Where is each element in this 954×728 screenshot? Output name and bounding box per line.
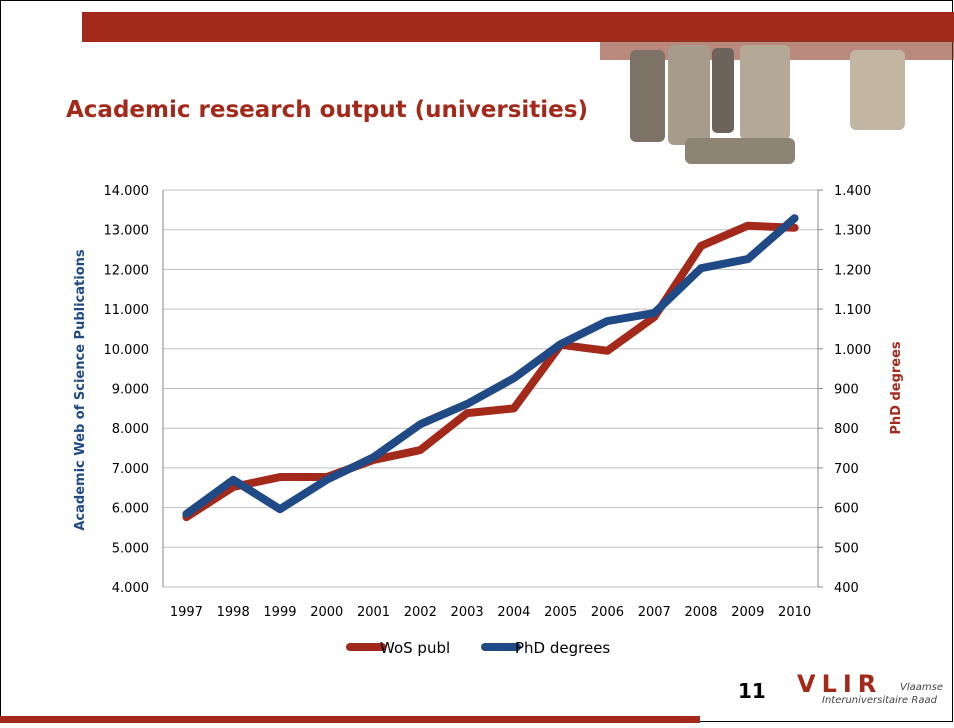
y-tick-label: 5.000 xyxy=(112,541,149,556)
chart-title: Academic research output (universities) xyxy=(66,97,588,123)
y2-tick-label: 1.200 xyxy=(834,263,871,278)
y-tick-label: 7.000 xyxy=(112,462,149,477)
x-tick-label: 1997 xyxy=(170,605,203,620)
x-tick-label: 2000 xyxy=(310,605,343,620)
x-tick-label: 2010 xyxy=(778,605,811,620)
y-tick-label: 14.000 xyxy=(104,184,150,199)
y2-tick-label: 900 xyxy=(834,383,859,398)
y-tick-label: 12.000 xyxy=(104,263,150,278)
y-tick-label: 9.000 xyxy=(112,383,149,398)
x-tick-label: 2008 xyxy=(684,605,717,620)
y2-tick-label: 800 xyxy=(834,422,859,437)
logo: VLIR Vlaamse Interuniversitaire Raad xyxy=(797,670,943,706)
y2-tick-label: 1.100 xyxy=(834,303,871,318)
y2-tick-label: 700 xyxy=(834,462,859,477)
y-tick-label: 11.000 xyxy=(104,303,150,318)
series-line xyxy=(182,214,799,518)
header-bar xyxy=(82,12,954,42)
y-axis-label: Academic Web of Science Publications xyxy=(73,249,88,531)
page-number: 11 xyxy=(738,679,766,703)
y2-tick-label: 600 xyxy=(834,502,859,517)
y2-tick-label: 1.300 xyxy=(834,224,871,239)
x-tick-label: 2006 xyxy=(591,605,624,620)
y2-tick-label: 400 xyxy=(834,581,859,596)
x-tick-label: 2002 xyxy=(404,605,437,620)
y2-tick-label: 1.000 xyxy=(834,343,871,358)
x-tick-label: 1998 xyxy=(217,605,250,620)
y2-tick-label: 1.400 xyxy=(834,184,871,199)
series-line xyxy=(182,221,799,522)
logo-line2: Interuniversitaire Raad xyxy=(822,695,938,706)
legend-label: PhD degrees xyxy=(515,639,610,657)
x-tick-label: 2004 xyxy=(497,605,530,620)
y-tick-label: 4.000 xyxy=(112,581,149,596)
y2-tick-label: 500 xyxy=(834,541,859,556)
y2-axis-label: PhD degrees xyxy=(889,341,904,435)
x-tick-label: 2007 xyxy=(638,605,671,620)
y-tick-label: 10.000 xyxy=(104,343,150,358)
x-tick-label: 2003 xyxy=(451,605,484,620)
y-tick-label: 6.000 xyxy=(112,502,149,517)
logo-mark: VLIR xyxy=(797,670,882,698)
x-tick-label: 1999 xyxy=(263,605,296,620)
stones-image xyxy=(600,40,954,164)
footer-bar xyxy=(0,716,700,723)
x-tick-label: 2001 xyxy=(357,605,390,620)
y-tick-label: 13.000 xyxy=(104,224,150,239)
x-tick-label: 2005 xyxy=(544,605,577,620)
x-tick-label: 2009 xyxy=(731,605,764,620)
legend-label: WoS publ xyxy=(380,639,450,657)
logo-line1: Vlaamse xyxy=(900,682,943,693)
y-tick-label: 8.000 xyxy=(112,422,149,437)
